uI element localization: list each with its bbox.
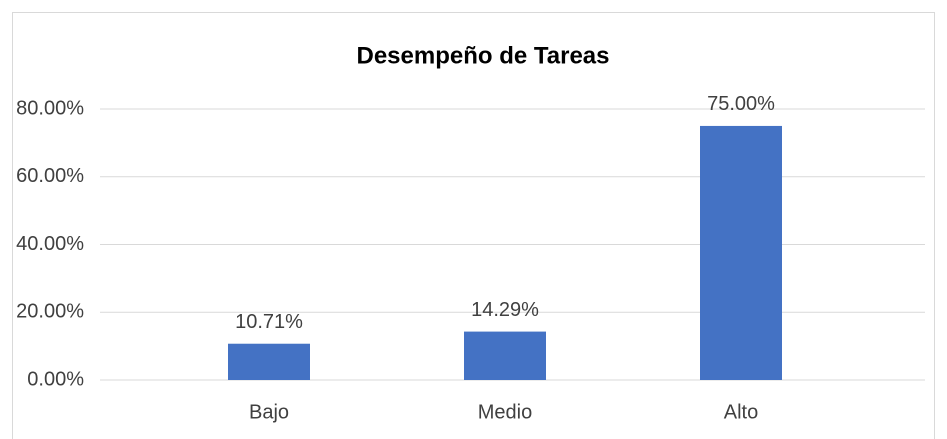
data-label: 75.00% [707, 93, 775, 115]
bar [228, 343, 310, 380]
y-tick-label: 0.00% [27, 368, 84, 390]
x-tick-label: Alto [724, 401, 758, 423]
x-tick-label: Bajo [249, 401, 289, 423]
data-label: 14.29% [471, 299, 539, 321]
y-tick-label: 80.00% [16, 97, 84, 119]
y-tick-label: 40.00% [16, 233, 84, 255]
chart-title: Desempeño de Tareas [357, 42, 610, 69]
y-tick-label: 60.00% [16, 165, 84, 187]
data-label: 10.71% [235, 311, 303, 333]
bar [464, 331, 546, 380]
bar [700, 125, 782, 380]
y-tick-label: 20.00% [16, 301, 84, 323]
x-tick-label: Medio [478, 401, 532, 423]
